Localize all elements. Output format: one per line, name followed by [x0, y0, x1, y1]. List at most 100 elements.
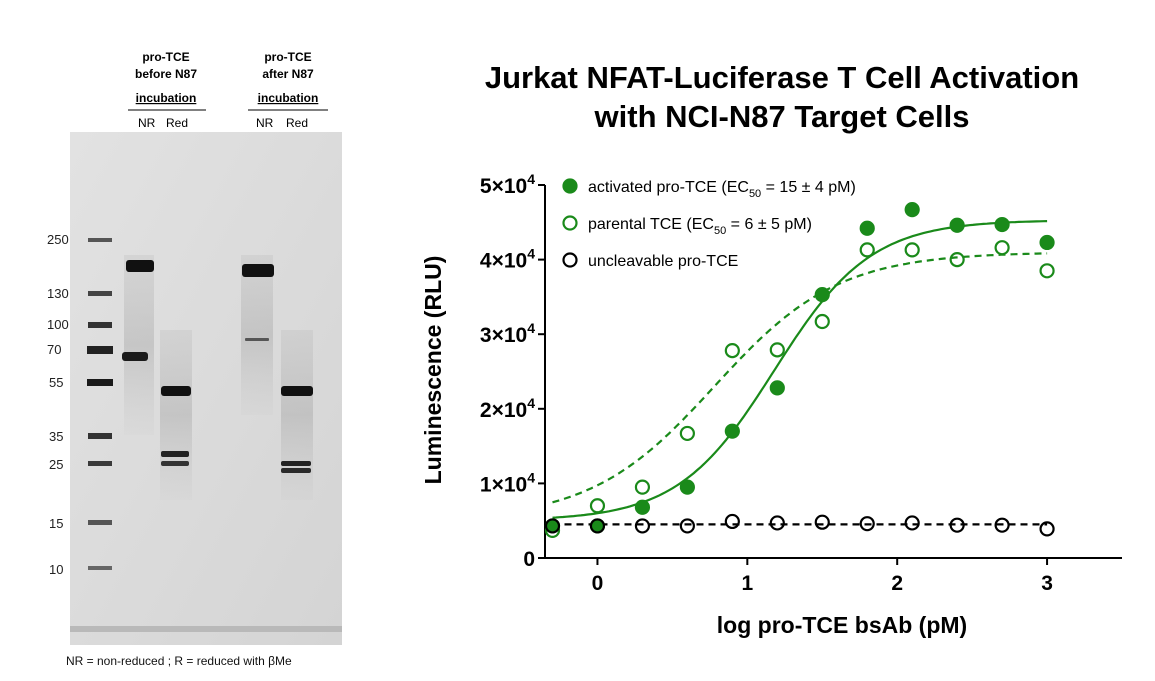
data-point: [679, 479, 695, 495]
marker-label: 70: [47, 342, 61, 357]
fit-curve: [552, 252, 1048, 504]
legend-marker: [562, 215, 578, 231]
lane-group-header: pro-TCE before N87 incubation: [135, 50, 197, 105]
y-tick-label: 2×104: [480, 395, 535, 422]
gel-footnote: NR = non-reduced ; R = reduced with βMe: [66, 654, 292, 668]
ladder-lane: [87, 238, 113, 570]
data-point: [904, 515, 920, 531]
data-point: [814, 313, 830, 330]
dose-response-chart: Jurkat NFAT-Luciferase T Cell Activation…: [420, 60, 1122, 638]
data-point: [949, 252, 965, 268]
marker-label: 250: [47, 232, 69, 247]
data-point: [724, 513, 740, 530]
y-axis-label: Luminescence (RLU): [420, 256, 446, 485]
legend-label: parental TCE (EC50 = 6 ± 5 pM): [588, 216, 812, 237]
legend-label: activated pro-TCE (EC50 = 15 ± 4 pM): [588, 179, 856, 200]
data-point: [994, 517, 1010, 533]
data-point: [904, 202, 920, 218]
marker-label: 25: [49, 457, 63, 472]
x-tick-label: 0: [592, 572, 604, 595]
ladder-band: [87, 346, 113, 354]
y-tick-label: 1×104: [480, 469, 535, 496]
legend-marker: [562, 178, 578, 194]
data-point: [949, 217, 965, 233]
data-point: [724, 343, 740, 359]
data-point: [589, 498, 606, 514]
sds-page-gel: 250 130 100 70 55 35 25 15 10 pro-TCE be…: [47, 50, 342, 668]
gel-band: [161, 461, 189, 466]
data-point: [679, 425, 695, 442]
gel-band: [122, 352, 148, 361]
y-tick-label: 5×104: [480, 171, 535, 198]
axes: 0 1×104 2×104 3×104 4×104 5×104 0 1 2 3: [480, 171, 1122, 595]
data-point: [544, 522, 561, 538]
y-tick-label: 3×104: [480, 320, 535, 347]
lane-label: NR: [138, 116, 156, 130]
data-point: [859, 220, 875, 236]
lane-group-header: pro-TCE after N87 incubation: [258, 50, 319, 105]
data-points: [544, 202, 1055, 538]
data-point: [634, 518, 651, 534]
data-point: [724, 423, 740, 439]
data-point: [769, 515, 785, 531]
data-point: [859, 242, 875, 258]
header-line: incubation: [258, 91, 319, 105]
lane-smear: [124, 255, 154, 435]
lane-label: Red: [286, 116, 308, 130]
header-line: pro-TCE: [264, 50, 311, 64]
ladder-band: [88, 433, 112, 439]
gel-band: [161, 386, 191, 396]
x-tick-label: 1: [741, 572, 753, 595]
legend: activated pro-TCE (EC50 = 15 ± 4 pM) pare…: [562, 178, 856, 270]
data-point: [994, 240, 1010, 256]
ladder-band: [88, 322, 112, 328]
marker-label: 35: [49, 429, 63, 444]
lane-label: Red: [166, 116, 188, 130]
data-point: [634, 499, 651, 515]
data-point: [1039, 263, 1055, 279]
data-point: [1039, 234, 1055, 251]
x-tick-label: 2: [891, 572, 903, 595]
marker-label: 10: [49, 562, 63, 577]
data-point: [679, 518, 695, 534]
x-axis-label: log pro-TCE bsAb (pM): [717, 612, 967, 638]
marker-label: 100: [47, 317, 69, 332]
legend-marker: [562, 252, 578, 268]
data-point: [589, 518, 606, 534]
data-point: [994, 216, 1010, 233]
header-line: after N87: [262, 67, 314, 81]
data-point: [904, 242, 920, 258]
header-line: incubation: [136, 91, 197, 105]
gel-band: [242, 264, 274, 277]
y-tick-label: 0: [523, 548, 535, 571]
gel-band: [281, 461, 311, 466]
ladder-band: [88, 461, 112, 466]
data-point: [1039, 521, 1055, 537]
ladder-band: [88, 520, 112, 525]
data-point: [769, 342, 785, 358]
data-point: [544, 518, 561, 534]
gel-band: [281, 386, 313, 396]
chart-title-line: with NCI-N87 Target Cells: [594, 99, 970, 134]
data-point: [859, 516, 875, 532]
lane-smear: [160, 330, 192, 500]
x-tick-label: 3: [1041, 572, 1053, 595]
lane-smear: [281, 330, 313, 500]
ladder-band: [88, 291, 112, 296]
marker-label: 55: [49, 375, 63, 390]
gel-band: [161, 451, 189, 457]
data-point: [814, 287, 830, 303]
marker-label: 130: [47, 286, 69, 301]
ladder-band: [88, 238, 112, 242]
lane-smear: [241, 255, 273, 415]
ladder-band: [87, 379, 113, 386]
y-tick-label: 4×104: [480, 246, 535, 273]
gel-band: [245, 338, 269, 341]
data-point: [814, 514, 830, 530]
marker-label: 15: [49, 516, 63, 531]
data-point: [634, 479, 651, 495]
data-point: [769, 380, 785, 396]
data-point: [949, 517, 965, 533]
ladder-band: [88, 566, 112, 570]
